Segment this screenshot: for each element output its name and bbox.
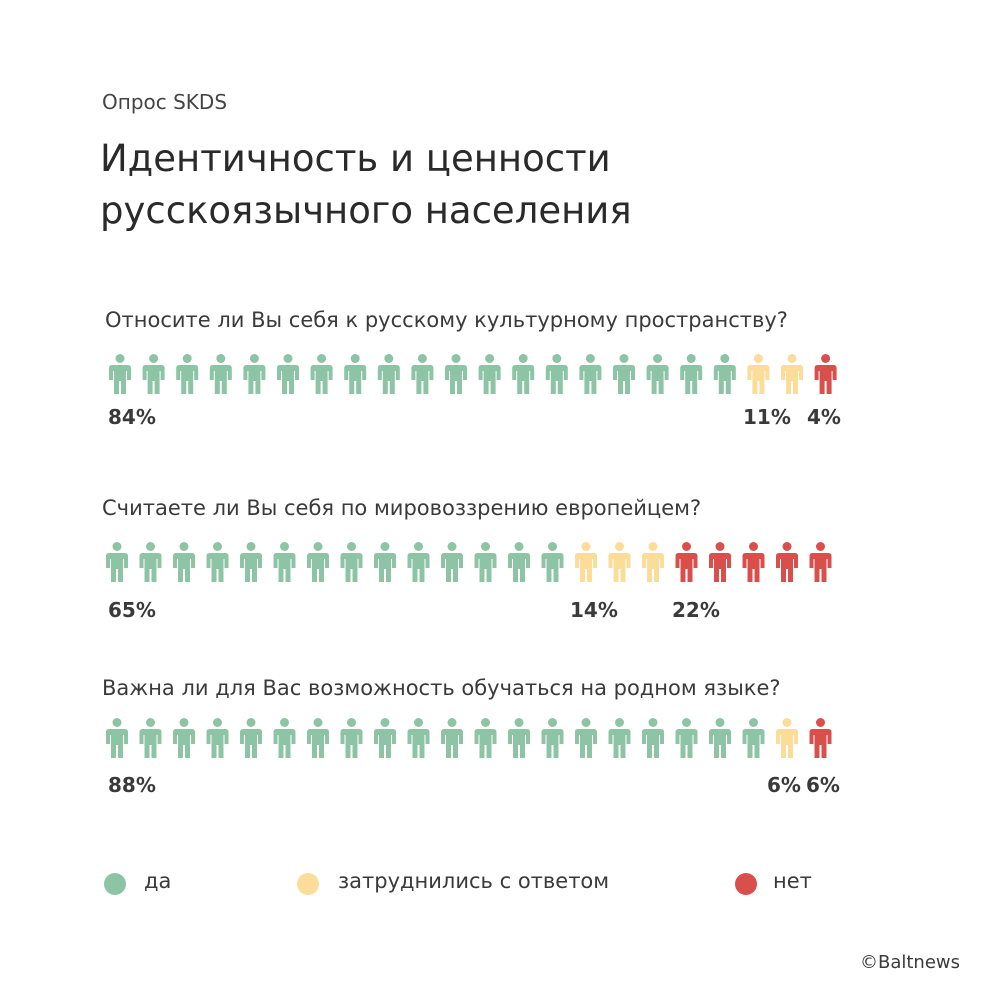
person-icon-q2-no	[809, 542, 832, 582]
person-icon-q1-yes	[613, 354, 635, 394]
person-icon-q3-yes	[173, 718, 195, 758]
person-icon-q3-yes	[441, 718, 463, 758]
person-icon-q1-yes	[411, 354, 434, 394]
person-icon-q3-yes	[742, 718, 765, 758]
person-icon-q1-yes	[512, 354, 535, 394]
person-icon-q1-yes	[344, 354, 367, 394]
person-icon-q1-yes	[243, 354, 266, 394]
person-icon-q3-hard	[776, 718, 798, 758]
person-icon-q2-no	[742, 542, 765, 582]
person-icon-q2-hard	[575, 542, 597, 582]
pct-q2-no: 22%	[672, 598, 720, 622]
title-line-1: Идентичность и ценности	[100, 137, 611, 180]
person-icon-q1-yes	[176, 354, 199, 394]
person-icon-q1-yes	[277, 354, 299, 394]
legend-dot-yes	[104, 873, 126, 895]
person-icon-q3-yes	[675, 718, 698, 758]
person-icon-q3-yes	[407, 718, 430, 758]
person-icon-q2-yes	[106, 542, 128, 582]
pct-q3-yes: 88%	[108, 773, 156, 797]
legend-label-no: нет	[773, 869, 812, 893]
person-icon-q2-no	[776, 542, 798, 582]
person-icon-q3-yes	[206, 718, 229, 758]
person-icon-q1-yes	[109, 354, 131, 394]
question-3: Важна ли для Вас возможность обучаться н…	[102, 676, 781, 700]
person-icon-q2-yes	[206, 542, 229, 582]
person-icon-q2-no	[709, 542, 731, 582]
person-icon-q3-no	[809, 718, 832, 758]
title-line-2: русскоязычного населения	[100, 189, 632, 232]
person-icon-q2-yes	[139, 542, 162, 582]
pct-q1-yes: 84%	[108, 405, 156, 429]
person-icon-q1-hard	[781, 354, 803, 394]
person-icon-q1-yes	[377, 354, 400, 394]
person-icon-q2-hard	[642, 542, 664, 582]
copyright-credit: ©Baltnews	[859, 952, 960, 973]
person-icon-q2-yes	[441, 542, 463, 582]
legend-dot-hard	[297, 873, 319, 895]
question-1: Относите ли Вы себя к русскому культурно…	[105, 308, 788, 332]
person-icon-q1-yes	[142, 354, 165, 394]
person-icon-q2-yes	[407, 542, 430, 582]
person-icon-q1-yes	[209, 354, 232, 394]
person-icon-q2-yes	[240, 542, 262, 582]
pct-q2-yes: 65%	[108, 598, 156, 622]
pct-q3-no: 6%	[806, 773, 840, 797]
person-icon-q1-yes	[445, 354, 467, 394]
person-icon-q1-yes	[310, 354, 333, 394]
person-icon-q3-yes	[608, 718, 631, 758]
pct-q1-hard: 11%	[743, 405, 791, 429]
question-2: Считаете ли Вы себя по мировоззрению евр…	[102, 496, 702, 520]
person-icon-q2-yes	[474, 542, 497, 582]
legend-label-yes: да	[144, 869, 172, 893]
person-icon-q1-yes	[545, 354, 568, 394]
person-icon-q2-hard	[608, 542, 631, 582]
person-icon-q2-yes	[508, 542, 530, 582]
person-icon-q3-yes	[106, 718, 128, 758]
person-icon-q3-yes	[575, 718, 597, 758]
person-icon-q2-yes	[374, 542, 396, 582]
person-icon-q1-yes	[713, 354, 736, 394]
pct-q2-hard: 14%	[570, 598, 618, 622]
person-icon-q1-yes	[579, 354, 602, 394]
person-icon-q3-yes	[709, 718, 731, 758]
person-icon-q2-no	[675, 542, 698, 582]
person-icon-q3-yes	[240, 718, 262, 758]
person-icon-q3-yes	[374, 718, 396, 758]
person-icon-q2-yes	[541, 542, 564, 582]
person-icon-q3-yes	[307, 718, 329, 758]
person-icon-q3-yes	[474, 718, 497, 758]
person-icon-q2-yes	[273, 542, 296, 582]
person-icon-q3-yes	[541, 718, 564, 758]
person-icon-q1-yes	[680, 354, 703, 394]
person-icon-q1-no	[814, 354, 837, 394]
person-icon-q2-yes	[340, 542, 363, 582]
person-icon-q3-yes	[340, 718, 363, 758]
pct-q3-hard: 6%	[767, 773, 801, 797]
person-icon-q1-hard	[747, 354, 770, 394]
person-icon-q3-yes	[273, 718, 296, 758]
person-icon-q3-yes	[139, 718, 162, 758]
legend-label-hard: затруднились с ответом	[338, 869, 610, 893]
legend-dot-no	[735, 873, 757, 895]
person-icon-q1-yes	[478, 354, 501, 394]
survey-source: Опрос SKDS	[102, 90, 228, 114]
pct-q1-no: 4%	[807, 405, 841, 429]
person-icon-q2-yes	[173, 542, 195, 582]
page-title: Идентичность и ценности русскоязычного н…	[100, 133, 632, 237]
person-icon-q3-yes	[642, 718, 664, 758]
person-icon-q2-yes	[307, 542, 329, 582]
person-icon-q3-yes	[508, 718, 530, 758]
person-icon-q1-yes	[646, 354, 669, 394]
